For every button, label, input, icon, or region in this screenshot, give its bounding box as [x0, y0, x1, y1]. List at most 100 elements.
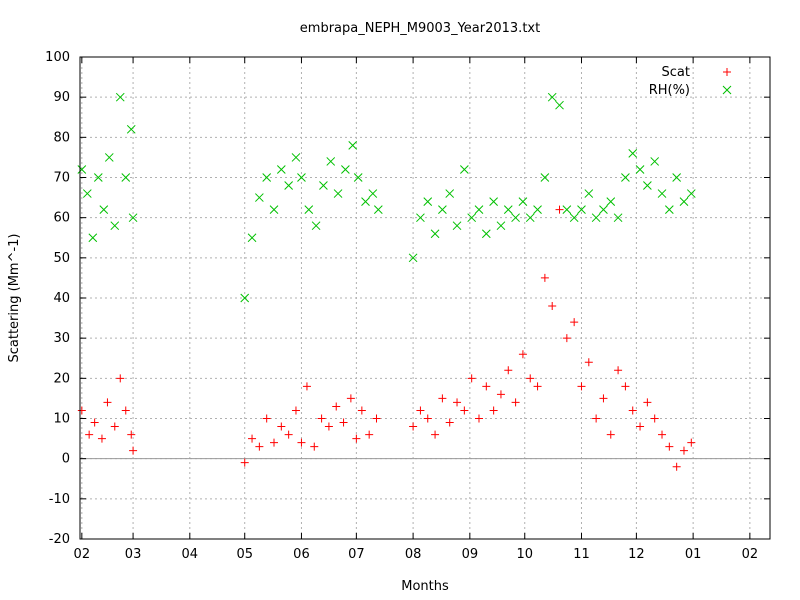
rh-point — [445, 189, 455, 198]
y-tick-label: 30 — [53, 331, 70, 346]
scat-point — [658, 430, 667, 439]
legend: Scat RH(%) — [649, 65, 732, 98]
chart-title: embrapa_NEPH_M9003_Year2013.txt — [300, 21, 540, 36]
rh-point — [511, 213, 520, 223]
rh-point — [304, 205, 314, 214]
rh-point — [333, 189, 343, 198]
scat-point — [277, 422, 286, 431]
scat-point — [628, 406, 637, 415]
scat-point — [577, 382, 586, 391]
scat-point — [467, 374, 476, 383]
scat-point — [431, 430, 440, 439]
y-tick-label: 80 — [53, 130, 70, 145]
scat-point — [489, 406, 498, 415]
y-tick-label: 70 — [53, 171, 70, 186]
rh-point — [311, 221, 321, 231]
scat-point — [650, 414, 659, 423]
rh-point — [82, 189, 92, 198]
x-tick-label: 04 — [182, 547, 199, 562]
rh-point — [77, 165, 87, 174]
scat-point — [511, 398, 520, 407]
rh-point — [496, 221, 506, 231]
scat-point — [555, 205, 564, 214]
scat-point — [90, 418, 99, 427]
rh-point — [276, 165, 286, 174]
legend-label: RH(%) — [649, 83, 690, 98]
scat-point — [672, 462, 681, 471]
rh-point — [373, 205, 383, 214]
scat-point — [416, 406, 425, 415]
rh-point — [416, 213, 425, 223]
rh-point — [562, 205, 572, 214]
scat-point — [317, 414, 326, 423]
rh-point — [664, 205, 674, 214]
scat-point — [504, 366, 513, 375]
rh-point — [269, 205, 279, 214]
rh-point — [635, 165, 645, 174]
x-tick-label: 12 — [628, 547, 645, 562]
scat-point — [103, 398, 112, 407]
scat-point — [606, 430, 615, 439]
rh-point — [540, 173, 550, 182]
rh-point — [606, 197, 616, 206]
rh-point — [423, 197, 433, 206]
rh-point — [341, 165, 350, 174]
scat-point — [526, 374, 535, 383]
y-tick-label: 40 — [53, 291, 70, 306]
rh-point — [525, 213, 535, 223]
scat-point — [121, 406, 130, 415]
rh-point — [128, 213, 138, 223]
rh-point — [361, 197, 370, 206]
scat-point — [346, 394, 355, 403]
x-tick-label: 03 — [125, 547, 142, 562]
rh-point — [569, 213, 579, 223]
scat-point — [643, 398, 652, 407]
rh-point — [686, 189, 696, 198]
rh-point — [319, 181, 328, 190]
x-tick-label: 06 — [293, 547, 310, 562]
x-tick-label: 02 — [742, 547, 759, 562]
scat-point — [262, 414, 271, 423]
scat-point — [409, 422, 418, 431]
rh-point — [474, 205, 484, 214]
scat-point — [291, 406, 300, 415]
rh-point — [348, 141, 358, 150]
scat-point — [116, 374, 125, 383]
scat-point — [533, 382, 542, 391]
scat-point — [339, 418, 348, 427]
scat-point — [324, 422, 333, 431]
rh-point — [291, 153, 301, 162]
rh-point — [599, 205, 608, 214]
rh-point — [657, 189, 667, 198]
x-tick-label: 01 — [685, 547, 702, 562]
scat-point — [302, 382, 311, 391]
scat-point — [297, 438, 306, 447]
scat-point — [540, 273, 549, 282]
rh-point — [353, 173, 363, 182]
scat-point — [496, 390, 505, 399]
scat-point — [460, 406, 469, 415]
y-tick-label: 90 — [53, 90, 70, 105]
y-tick-label: 60 — [53, 211, 70, 226]
rh-point — [326, 157, 336, 166]
y-axis-label: Scattering (Mm^-1) — [7, 233, 22, 362]
scat-point — [332, 402, 341, 411]
scat-point — [284, 430, 293, 439]
scat-point — [365, 430, 374, 439]
rh-point — [368, 189, 378, 198]
x-tick-label: 07 — [348, 547, 365, 562]
x-tick-label: 02 — [74, 547, 91, 562]
rh-point — [247, 233, 257, 243]
scat-point — [110, 422, 119, 431]
data-series — [77, 92, 696, 471]
rh-point — [584, 189, 594, 198]
scat-point — [248, 434, 257, 443]
y-tick-label: -10 — [49, 492, 70, 507]
scat-point — [445, 418, 454, 427]
scat-point — [679, 446, 688, 455]
rh-point — [284, 181, 294, 190]
y-tick-label: 0 — [62, 452, 70, 467]
scat-point — [85, 430, 94, 439]
scat-point — [687, 438, 696, 447]
